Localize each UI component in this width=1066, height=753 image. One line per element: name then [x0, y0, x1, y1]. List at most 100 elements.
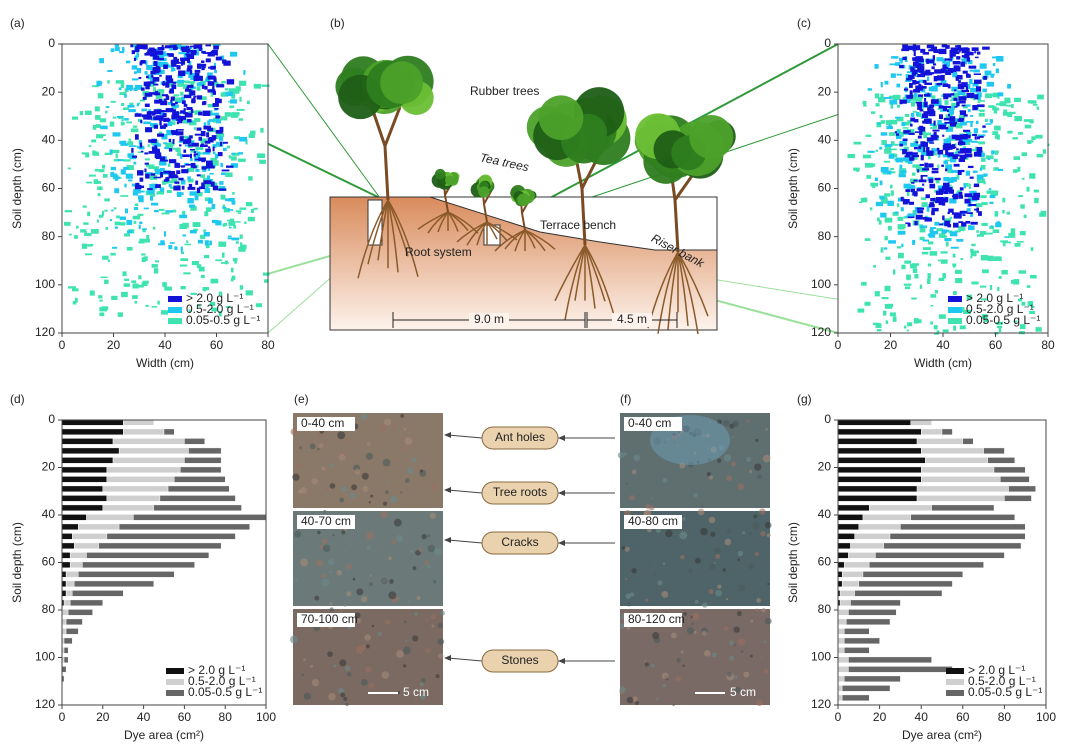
soil-speck: [421, 534, 426, 539]
dye-patch: [939, 188, 944, 192]
depth-label: 70-100 cm: [301, 612, 358, 626]
dye-patch: [178, 101, 182, 103]
dye-patch: [108, 260, 110, 262]
soil-speck: [417, 596, 421, 600]
dye-patch: [935, 231, 938, 234]
legend-label: 0.05-0.5 g L⁻¹: [968, 685, 1042, 699]
soil-speck: [310, 444, 316, 450]
dye-patch: [214, 70, 217, 73]
dye-patch: [95, 181, 101, 184]
dye-patch: [183, 150, 186, 153]
dye-patch: [973, 69, 980, 72]
soil-speck: [663, 684, 666, 687]
dye-patch: [204, 86, 207, 90]
dye-patch: [922, 168, 929, 170]
soil-speck: [749, 470, 752, 473]
y-tick-label: 20: [818, 84, 832, 98]
dye-patch: [144, 169, 146, 172]
soil-speck: [403, 647, 411, 655]
dye-patch: [970, 249, 974, 253]
dye-patch: [76, 226, 79, 229]
dye-patch: [197, 127, 202, 130]
dye-patch: [910, 264, 917, 268]
dye-patch: [184, 108, 186, 112]
bar-segment: [99, 543, 221, 549]
bar-segment: [188, 448, 221, 454]
legend-swatch: [948, 307, 962, 313]
soil-speck: [765, 522, 772, 529]
legend-swatch: [168, 296, 182, 302]
dye-patch: [1034, 198, 1039, 203]
dye-patch: [930, 294, 936, 298]
bar-segment: [848, 552, 875, 558]
dye-patch: [981, 223, 987, 226]
bar-segment: [869, 505, 931, 511]
dye-patch: [203, 101, 206, 105]
dye-patch: [156, 118, 159, 120]
dye-patch: [1031, 247, 1034, 251]
soil-speck: [317, 531, 320, 534]
dye-patch: [899, 144, 903, 147]
dye-patch: [910, 124, 913, 127]
soil-speck: [311, 478, 318, 485]
bar-segment: [838, 514, 863, 520]
dye-patch: [912, 173, 916, 176]
dye-patch: [192, 261, 199, 265]
dye-patch: [178, 52, 185, 54]
dye-patch: [148, 164, 154, 169]
dye-patch: [131, 128, 139, 132]
dye-patch: [912, 80, 916, 85]
dye-patch: [950, 231, 957, 236]
bar-segment: [107, 533, 236, 539]
dye-patch: [114, 177, 121, 179]
dye-patch: [143, 121, 151, 124]
dye-patch: [960, 325, 966, 329]
dye-patch: [128, 109, 136, 112]
dye-patch: [124, 283, 130, 286]
dye-patch: [172, 210, 176, 213]
dye-patch: [197, 174, 201, 176]
dye-patch: [943, 191, 948, 194]
dye-patch: [205, 45, 211, 47]
soil-speck: [383, 459, 391, 467]
bar-segment: [133, 514, 266, 520]
soil-speck: [732, 436, 734, 438]
soil-speck: [649, 565, 651, 567]
bar-segment: [64, 647, 68, 653]
dye-patch: [993, 63, 995, 66]
soil-speck: [347, 672, 351, 676]
dye-patch: [221, 195, 226, 200]
dye-patch: [134, 221, 137, 224]
dye-patch: [182, 100, 186, 104]
soil-speck: [657, 580, 662, 585]
diagram-label: Rubber trees: [470, 84, 539, 98]
dye-patch: [151, 203, 158, 206]
dye-patch: [107, 70, 112, 72]
dye-patch: [203, 152, 210, 155]
bar-segment: [850, 543, 883, 549]
dye-patch: [914, 119, 919, 122]
dye-patch: [215, 259, 222, 261]
dye-patch: [197, 87, 201, 91]
dye-patch: [891, 190, 894, 195]
dye-patch: [116, 154, 118, 159]
y-tick-label: 100: [811, 277, 831, 291]
dye-patch: [882, 297, 889, 299]
soil-speck: [765, 618, 772, 625]
x-tick-label: 60: [210, 338, 224, 352]
panel-label: (e): [294, 392, 309, 406]
dye-patch: [950, 99, 952, 101]
dye-patch: [226, 166, 233, 168]
dye-patch: [181, 247, 183, 252]
bar-segment: [863, 571, 963, 577]
dye-patch: [226, 92, 233, 96]
dye-patch: [1009, 112, 1016, 114]
dye-patch: [897, 74, 902, 76]
dye-patch: [113, 117, 117, 119]
soil-speck: [361, 679, 368, 686]
soil-speck: [362, 486, 368, 492]
soil-speck: [412, 635, 418, 641]
soil-speck: [729, 641, 734, 646]
soil-speck: [688, 569, 693, 574]
dye-patch: [943, 97, 948, 99]
